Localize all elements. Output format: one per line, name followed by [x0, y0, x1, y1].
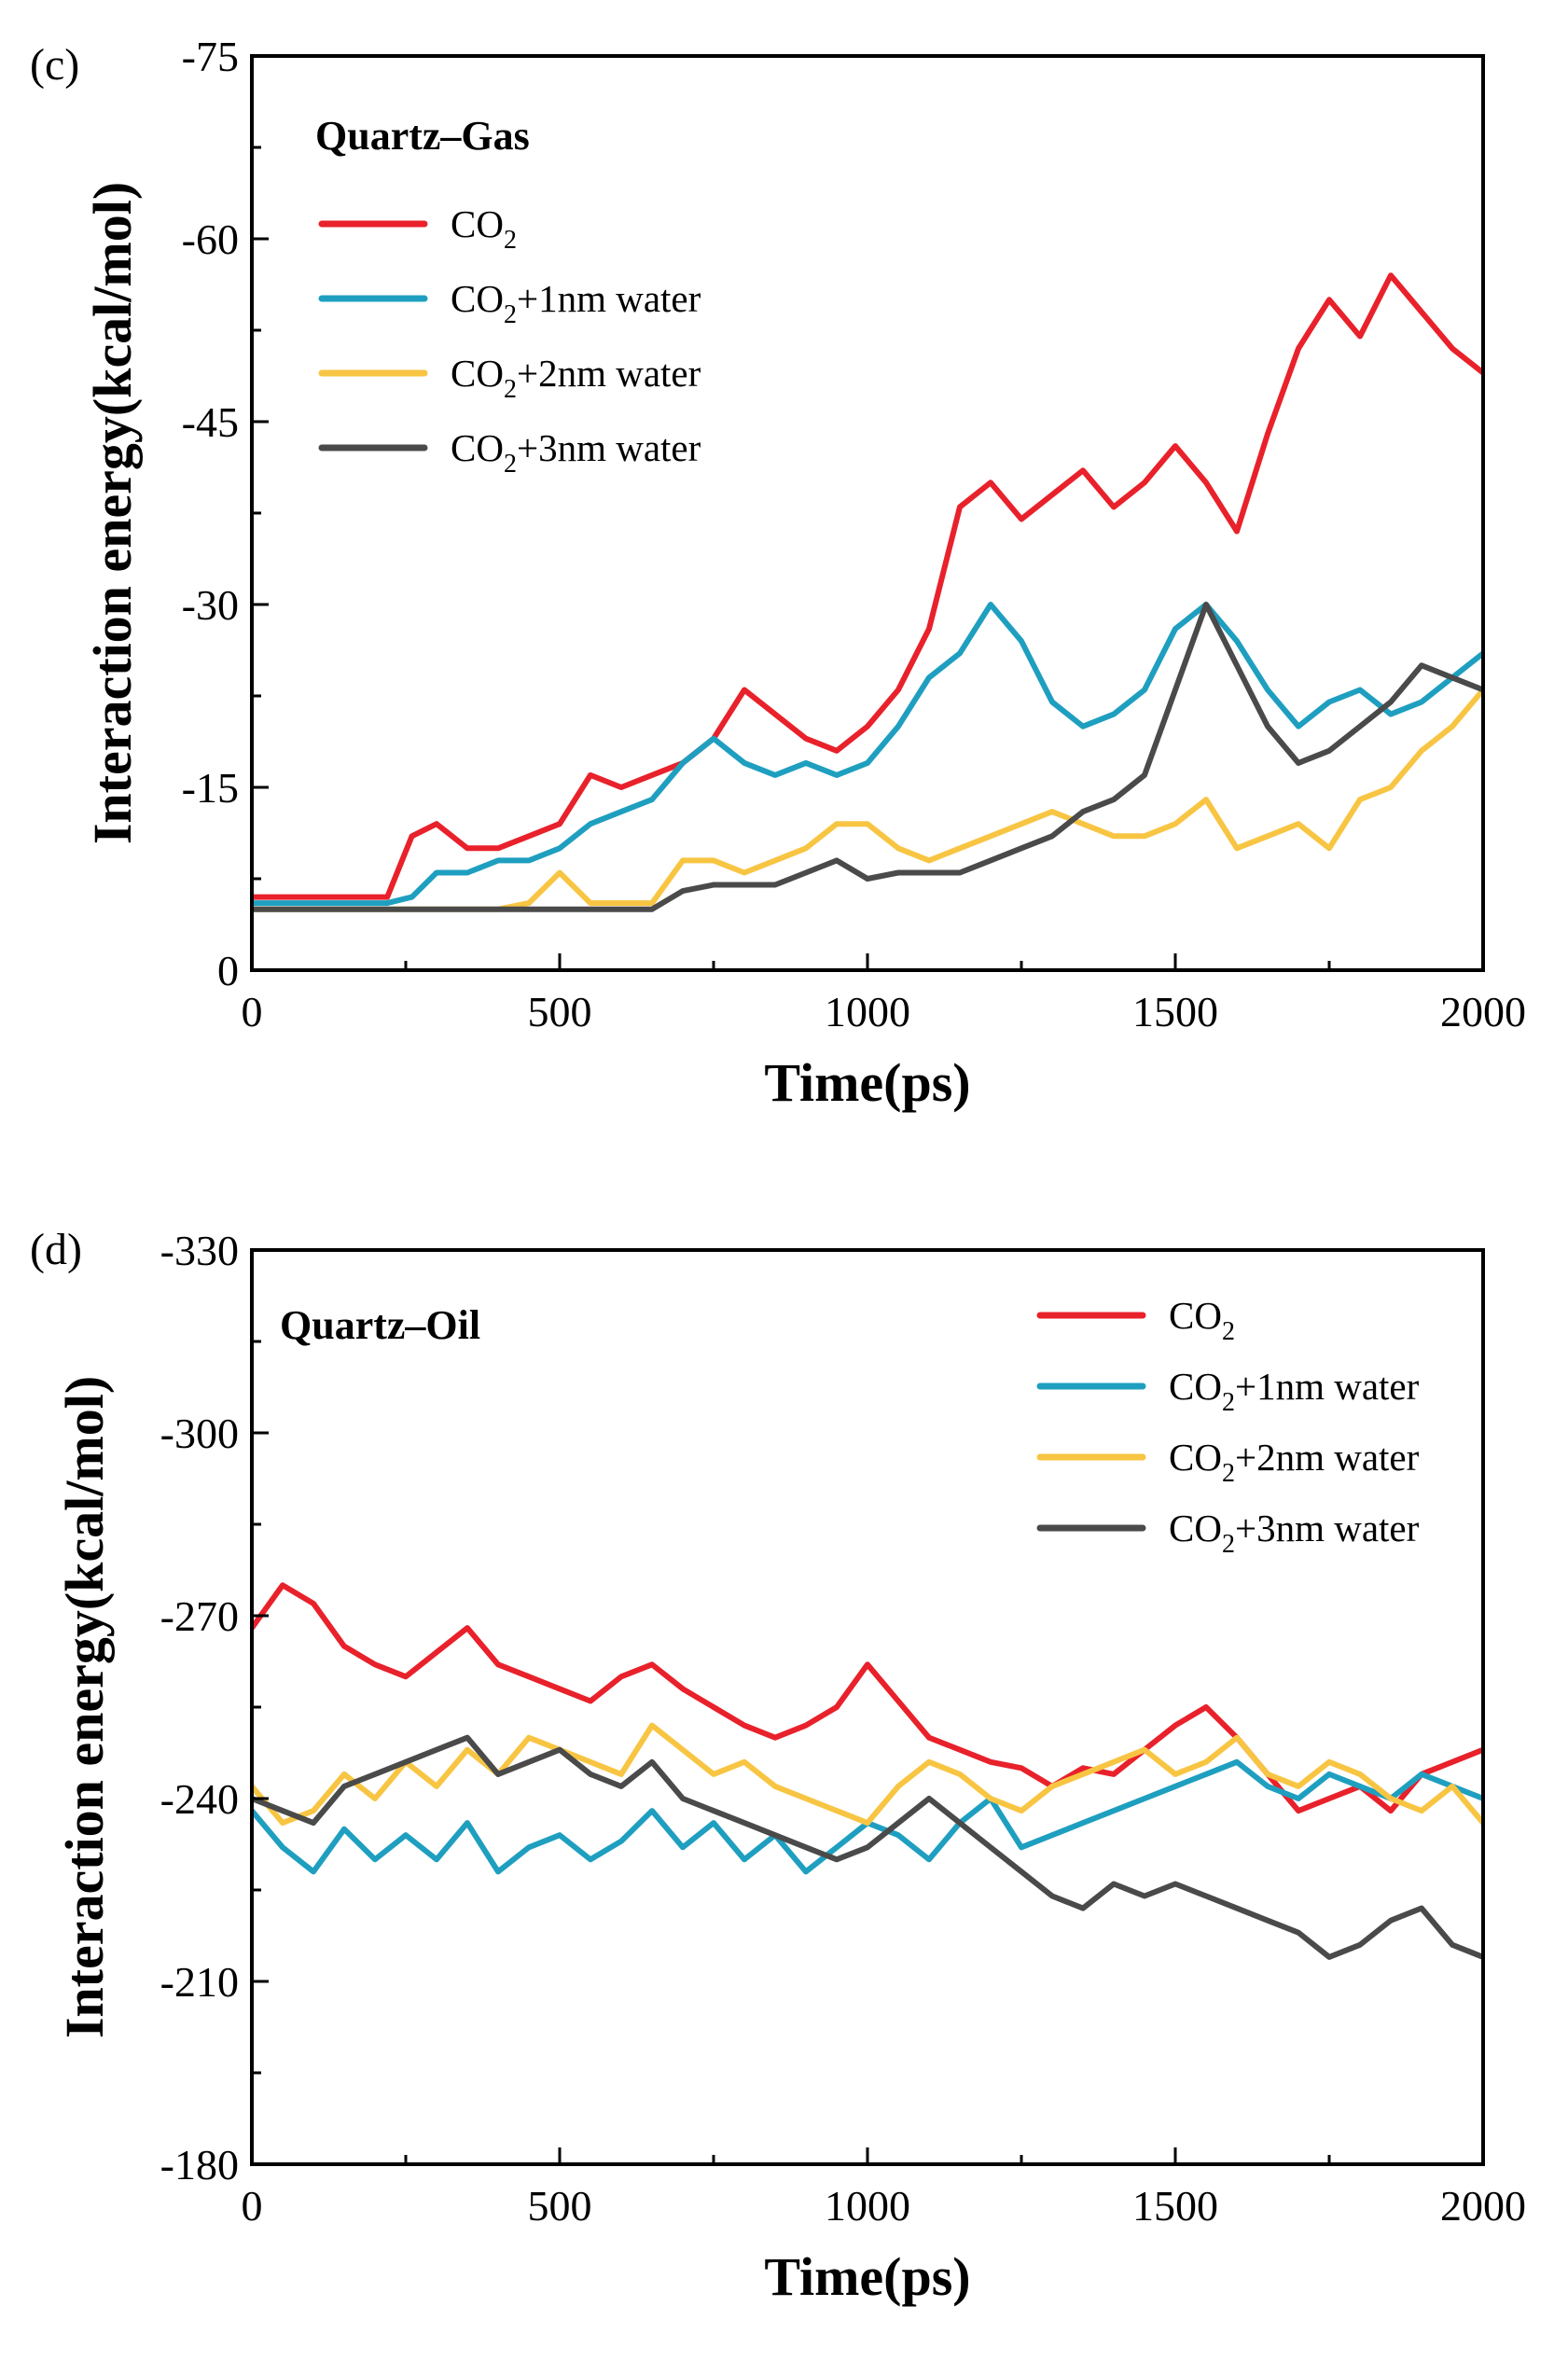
legend-subscript: 2 — [504, 226, 517, 255]
series-line-co2-1nm-water — [252, 1758, 1483, 1875]
legend-rest-text: +3nm water — [517, 426, 701, 469]
legend-entry: CO2+1nm water — [1169, 1365, 1420, 1417]
x-axis-title: Time(ps) — [764, 2246, 970, 2307]
x-tick-label: 2000 — [1440, 988, 1526, 1035]
legend-entry: CO2+1nm water — [451, 277, 701, 329]
legend-main-text: CO — [451, 202, 504, 245]
series-line-co2-2nm-water — [252, 1722, 1483, 1827]
chart-title: Quartz–Oil — [280, 1302, 480, 1348]
legend-entry: CO2+2nm water — [1169, 1436, 1420, 1488]
y-axis-title: Interaction energy(kcal/mol) — [82, 182, 143, 844]
y-tick-label: -240 — [160, 1775, 239, 1823]
x-tick-label: 2000 — [1440, 2182, 1526, 2230]
legend-main-text: CO — [451, 277, 504, 320]
y-tick-label: -30 — [182, 581, 239, 629]
x-tick-label: 1000 — [825, 2182, 910, 2230]
chart-title: Quartz–Gas — [315, 113, 530, 159]
y-tick-label: -210 — [160, 1958, 239, 2006]
legend-entry: CO2 — [1169, 1294, 1235, 1346]
y-tick-label: -45 — [182, 398, 239, 446]
plot-frame — [250, 54, 1485, 972]
legend-subscript: 2 — [1222, 1459, 1235, 1488]
legend-entry: CO2+3nm water — [451, 426, 701, 479]
series-line-co2-1nm-water — [252, 602, 1483, 907]
legend-entry: CO2+2nm water — [451, 352, 701, 404]
y-tick-label: -180 — [160, 2141, 239, 2188]
x-tick-label: 1500 — [1132, 988, 1218, 1035]
x-tick-label: 0 — [242, 2182, 263, 2230]
legend-subscript: 2 — [504, 300, 517, 329]
x-tick-label: 500 — [528, 988, 592, 1035]
legend-main-text: CO — [1169, 1365, 1222, 1408]
legend-main-text: CO — [451, 426, 504, 469]
legend-rest-text: +3nm water — [1235, 1507, 1420, 1549]
chart-panel-1: 0 500 1000 1500 2000 0 -15 -30 -45 -60 -75 Time(ps)… — [30, 33, 1526, 1113]
legend-main-text: CO — [1169, 1507, 1222, 1549]
y-tick-label: -15 — [182, 764, 239, 812]
y-tick-label: 0 — [217, 947, 239, 994]
y-tick-label: -270 — [160, 1592, 239, 1640]
y-axis-title: Interaction energy(kcal/mol) — [54, 1376, 115, 2038]
y-tick-label: -330 — [160, 1227, 239, 1274]
x-tick-label: 1500 — [1132, 2182, 1218, 2230]
y-tick-label: -60 — [182, 215, 239, 263]
legend-rest-text: +1nm water — [517, 277, 701, 320]
x-axis-title: Time(ps) — [764, 1052, 970, 1113]
legend-subscript: 2 — [1222, 1530, 1235, 1559]
legend-rest-text: +1nm water — [1235, 1365, 1420, 1408]
series-line-co2 — [252, 272, 1483, 900]
legend-entry: CO2+3nm water — [1169, 1507, 1420, 1559]
legend-main-text: CO — [1169, 1436, 1222, 1479]
legend-main-text: CO — [1169, 1294, 1222, 1337]
y-tick-label: -75 — [182, 33, 239, 80]
legend-subscript: 2 — [504, 375, 517, 404]
series-line-co2-3nm-water — [252, 1734, 1483, 1960]
legend-subscript: 2 — [1222, 1388, 1235, 1417]
x-tick-label: 0 — [242, 988, 263, 1035]
legend-entry: CO2 — [451, 202, 517, 255]
legend-subscript: 2 — [504, 450, 517, 479]
series-line-co2 — [252, 1582, 1483, 1814]
panel-label: (d) — [30, 1225, 82, 1274]
y-tick-label: -300 — [160, 1410, 239, 1457]
legend-subscript: 2 — [1222, 1317, 1235, 1346]
legend-rest-text: +2nm water — [1235, 1436, 1420, 1479]
legend-main-text: CO — [451, 352, 504, 395]
chart-panel-2: 0 500 1000 1500 2000 -180 -210 -240 -270 -300 -330… — [30, 1225, 1526, 2307]
panel-label: (c) — [30, 40, 79, 90]
series-line-co2-3nm-water — [252, 602, 1483, 912]
x-tick-label: 1000 — [825, 988, 910, 1035]
x-tick-label: 500 — [528, 2182, 592, 2230]
legend-rest-text: +2nm water — [517, 352, 701, 395]
